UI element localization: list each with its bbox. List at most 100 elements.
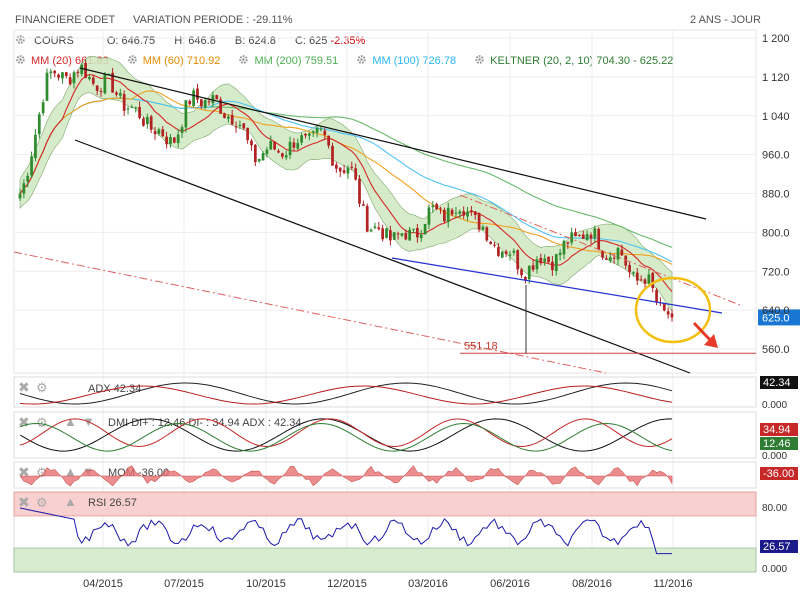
- adx-zero-tick: 0.000: [762, 400, 787, 411]
- indicator-value: 710.92: [186, 55, 221, 67]
- y-tick-label: 1 120: [762, 72, 790, 84]
- candle-body: [111, 72, 114, 93]
- close-icon: ✖: [18, 464, 30, 480]
- up-arrow-icon: ▲: [64, 464, 77, 479]
- rsi-badge: [760, 540, 798, 553]
- candle-body: [597, 228, 601, 250]
- candle-body: [373, 226, 377, 228]
- candle-body: [72, 72, 76, 84]
- candle-body: [207, 101, 211, 103]
- candle-body: [354, 168, 358, 180]
- period-selector[interactable]: 2 ANS - JOUR: [690, 14, 761, 26]
- gear-icon[interactable]: [127, 54, 138, 65]
- candle-body: [18, 193, 22, 199]
- candle-body: [115, 92, 118, 95]
- dmi-panel-icons: ✖ ⚙: [18, 414, 48, 430]
- candle-body: [547, 256, 550, 263]
- up-arrow-icon: ▲: [64, 494, 77, 509]
- candle-body: [242, 123, 246, 129]
- candle-body: [153, 131, 157, 135]
- candle-body: [122, 94, 126, 111]
- candle-body: [68, 77, 72, 85]
- candle-body: [238, 124, 242, 126]
- last-price-label: 625.0: [762, 312, 790, 324]
- candle-body: [57, 74, 60, 78]
- gear-icon[interactable]: [356, 54, 367, 65]
- candle-body: [435, 203, 439, 210]
- candle-body: [450, 209, 454, 215]
- candle-body: [61, 72, 64, 79]
- candle-body: [253, 144, 257, 163]
- candle-body: [566, 242, 570, 244]
- x-tick-label: 07/2015: [164, 578, 204, 590]
- candle-body: [554, 254, 558, 272]
- candle-body: [389, 230, 392, 241]
- candle-body: [64, 72, 68, 77]
- candle-body: [408, 229, 412, 241]
- candle-body: [346, 167, 350, 174]
- candle-body: [22, 183, 26, 194]
- gear-icon[interactable]: [15, 54, 26, 65]
- adx-badge-value: 42.34: [763, 377, 791, 389]
- indicator-keltner[interactable]: KELTNER (20, 2, 10) 704.30 - 625.22: [474, 55, 673, 67]
- gear-icon: ⚙: [36, 465, 48, 480]
- gear-icon[interactable]: [15, 34, 26, 45]
- candle-body: [76, 71, 80, 73]
- candle-body: [605, 258, 608, 260]
- candle-body: [30, 156, 33, 176]
- highlight-circle: [634, 276, 712, 344]
- x-tick-label: 12/2015: [327, 578, 367, 590]
- candle-body: [470, 210, 473, 212]
- candle-body: [419, 234, 423, 239]
- candle-body: [300, 135, 303, 143]
- adx-line: [19, 382, 673, 405]
- gear-icon[interactable]: [238, 54, 249, 65]
- candle-body: [338, 167, 342, 172]
- candle-body: [589, 234, 593, 239]
- close-icon: ✖: [18, 494, 30, 510]
- channel-dashed-upper: [459, 194, 741, 306]
- candle-body: [261, 153, 265, 161]
- candle-body: [655, 289, 658, 302]
- mom-area: [19, 465, 673, 487]
- candle-body: [280, 153, 284, 157]
- y-tick-label: 960.0: [762, 150, 790, 162]
- candle-body: [172, 137, 176, 143]
- indicator-mm100[interactable]: MM (100) 726.78: [356, 55, 459, 67]
- candle-body: [585, 234, 589, 241]
- candle-body: [666, 311, 670, 315]
- dmi-badge-red: [760, 423, 798, 436]
- candle-body: [497, 247, 500, 256]
- y-tick-label: 1 040: [762, 111, 790, 123]
- candle-body: [612, 257, 616, 259]
- candle-body: [142, 118, 145, 126]
- candle-body: [269, 140, 273, 150]
- gear-icon[interactable]: [474, 54, 485, 65]
- adx-di-line: [19, 385, 673, 405]
- candle-body: [628, 264, 631, 273]
- candle-body: [443, 209, 446, 222]
- candle-body: [396, 233, 400, 235]
- candle-body: [157, 129, 161, 134]
- rsi-oversold-zone: [13, 547, 757, 573]
- candle-body: [161, 129, 165, 137]
- mom-panel: [13, 461, 757, 489]
- dmi-panel: [13, 411, 757, 459]
- adx-panel-icons: ✖ ⚙: [18, 379, 48, 395]
- candle-body: [26, 175, 30, 182]
- price-axis: 1 200 1 120 1 040 960.0 880.0 800.0 720.0 640.0…: [762, 33, 790, 356]
- indicator-mm60[interactable]: MM (60) 710.92: [127, 55, 224, 67]
- dmi-badge-green-value: 12.46: [763, 438, 791, 450]
- candle-body: [219, 99, 222, 114]
- candle-body: [635, 272, 639, 281]
- candle-body: [103, 74, 107, 94]
- candle-body: [304, 133, 307, 136]
- moving-averages: [19, 73, 673, 292]
- candle-body: [427, 207, 431, 225]
- candle-body: [41, 102, 45, 114]
- candle-body: [53, 70, 57, 74]
- candle-body: [392, 232, 396, 240]
- candle-body: [323, 130, 327, 135]
- candle-body: [277, 150, 280, 153]
